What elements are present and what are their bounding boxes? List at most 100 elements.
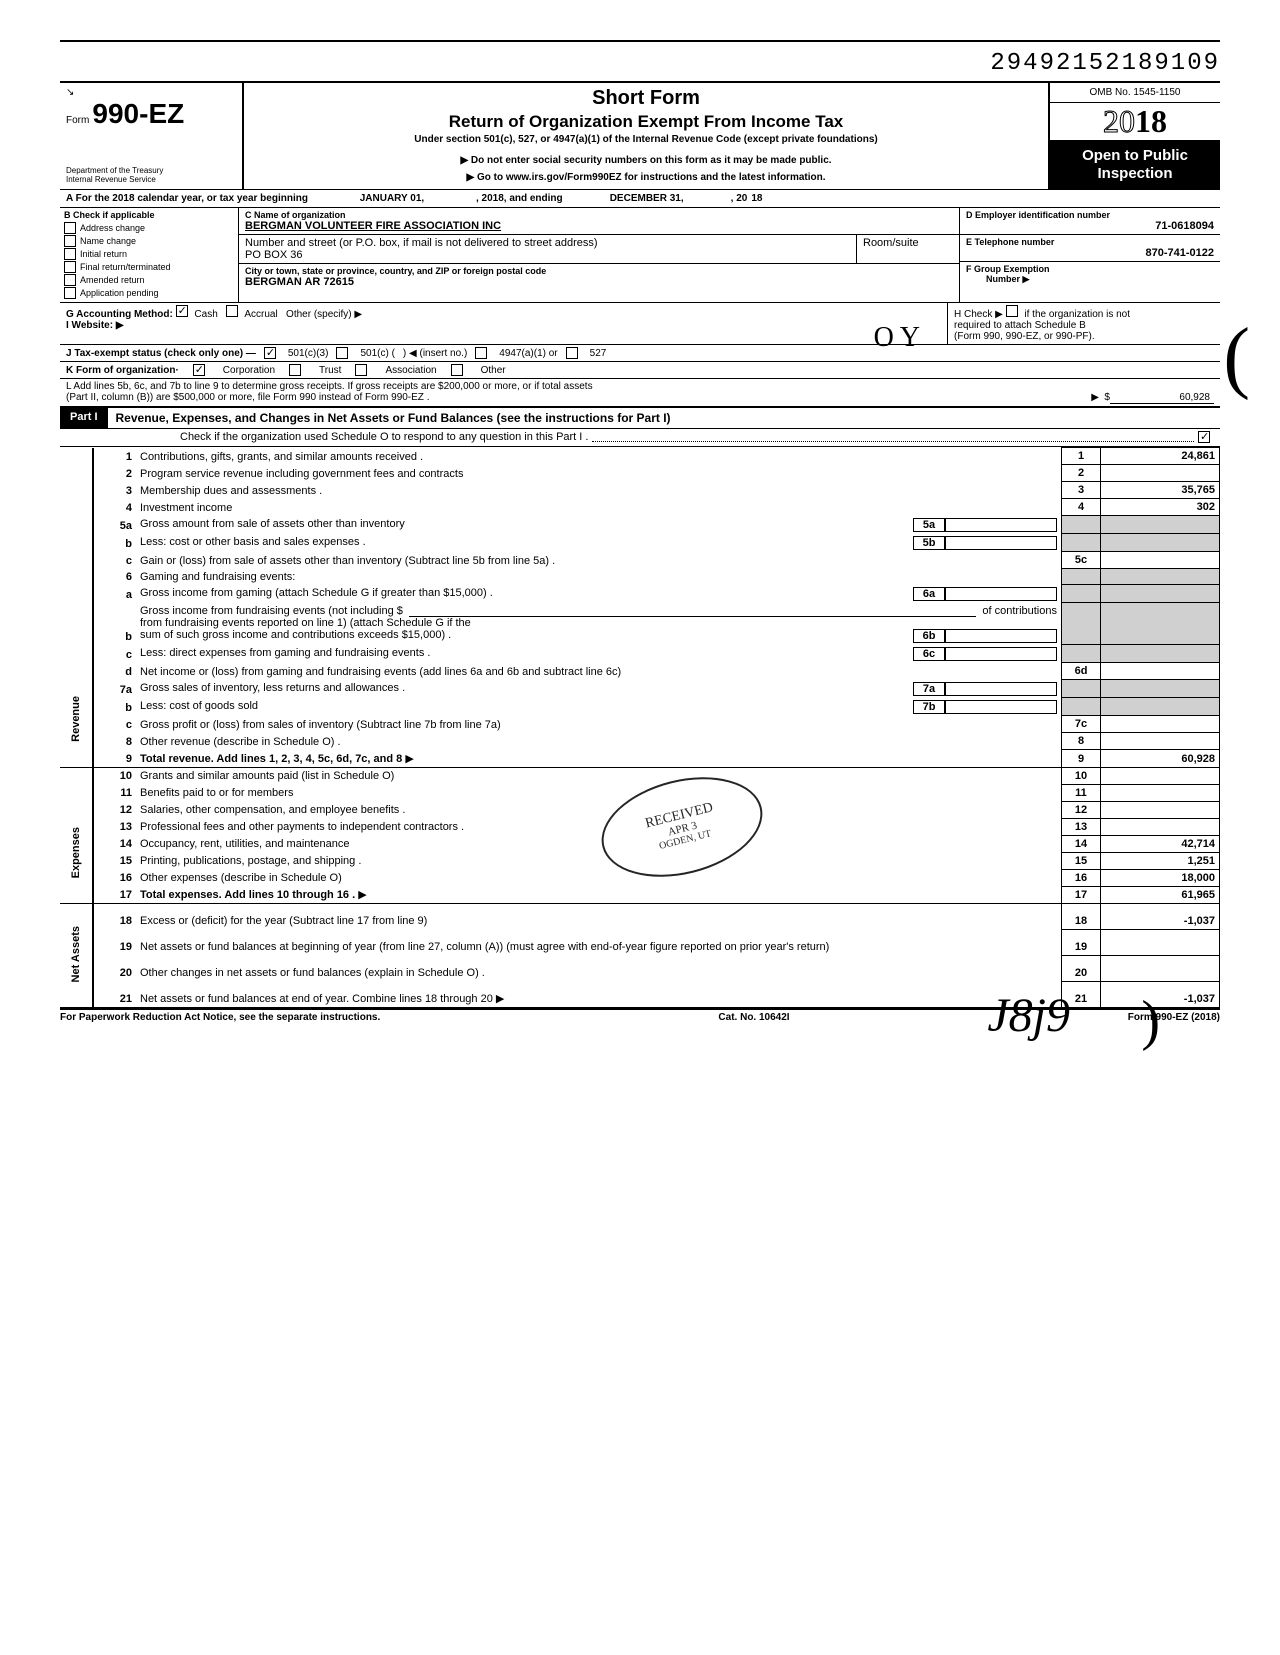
go-to-link: ▶ Go to www.irs.gov/Form990EZ for instru… [250, 172, 1042, 183]
line-9-value: 60,928 [1101, 750, 1220, 768]
chk-527[interactable] [566, 347, 578, 359]
ein-value: 71-0618094 [966, 220, 1214, 232]
chk-trust[interactable] [289, 364, 301, 376]
chk-amended-return[interactable]: Amended return [64, 274, 234, 286]
lines-table: Revenue 1 Contributions, gifts, grants, … [60, 447, 1220, 1009]
chk-cash[interactable] [176, 305, 188, 317]
col-b: B Check if applicable Address change Nam… [60, 208, 239, 302]
chk-association[interactable] [355, 364, 367, 376]
row-a: A For the 2018 calendar year, or tax yea… [60, 190, 1220, 208]
chk-h[interactable] [1006, 305, 1018, 317]
row-i: I Website: ▶ [66, 320, 941, 331]
open-line-2: Inspection [1054, 165, 1216, 183]
row-a-end: DECEMBER 31, [567, 193, 727, 204]
line-7c-value [1101, 716, 1220, 733]
phone-label: E Telephone number [966, 237, 1214, 247]
side-label-revenue: Revenue [60, 448, 93, 768]
chk-corporation[interactable] [193, 364, 205, 376]
arrow-indicator: ↘ [66, 87, 236, 98]
omb-number: OMB No. 1545-1150 [1050, 83, 1220, 103]
row-l: L Add lines 5b, 6c, and 7b to line 9 to … [60, 379, 1220, 408]
col-c: C Name of organization BERGMAN VOLUNTEER… [239, 208, 960, 302]
form-number: 990-EZ [92, 98, 184, 129]
phone-cell: E Telephone number 870-741-0122 [960, 235, 1220, 262]
row-l-text2: (Part II, column (B)) are $500,000 or mo… [66, 392, 429, 404]
line-12-value [1101, 801, 1220, 818]
line-13-value [1101, 818, 1220, 835]
ssn-warning: ▶ Do not enter social security numbers o… [250, 155, 1042, 166]
line-19-value [1101, 929, 1220, 955]
chk-name-change[interactable]: Name change [64, 235, 234, 247]
side-label-net-assets: Net Assets [60, 904, 93, 1009]
row-g: G Accounting Method: Cash Accrual Other … [66, 305, 941, 320]
row-h: H Check ▶ if the organization is not req… [947, 303, 1220, 344]
phone-value: 870-741-0122 [966, 247, 1214, 259]
form-page: 29492152189109 ↘ Form 990-EZ Department … [60, 40, 1220, 1023]
row-k: K Form of organization· Corporation Trus… [60, 362, 1220, 379]
line-18-value: -1,037 [1101, 904, 1220, 930]
row-a-yy: 18 [751, 193, 762, 204]
chk-501c[interactable] [336, 347, 348, 359]
dept-line-2: Internal Revenue Service [66, 176, 163, 185]
room-label: Room/suite [863, 237, 953, 249]
line-5c-value [1101, 552, 1220, 569]
paren-mark: ( [1223, 312, 1250, 403]
schedule-o-check-row: Check if the organization used Schedule … [60, 429, 1220, 447]
group-exemption-cell: F Group Exemption Number ▶ [960, 262, 1220, 287]
year-suffix: 18 [1135, 103, 1167, 139]
omb-cell: OMB No. 1545-1150 2018 Open to Public In… [1050, 83, 1220, 189]
line-14-value: 42,714 [1101, 835, 1220, 852]
ein-cell: D Employer identification number 71-0618… [960, 208, 1220, 235]
chk-accrual[interactable] [226, 305, 238, 317]
chk-4947[interactable] [475, 347, 487, 359]
gross-receipts-amount: 60,928 [1110, 392, 1214, 404]
row-a-mid: , 2018, and ending [476, 193, 563, 204]
line-4-value: 302 [1101, 499, 1220, 516]
group-exemption-number: Number ▶ [966, 274, 1214, 285]
title-cell: Short Form Return of Organization Exempt… [244, 83, 1050, 189]
section-line: Under section 501(c), 527, or 4947(a)(1)… [250, 134, 1042, 145]
short-form-label: Short Form [250, 87, 1042, 110]
ein-label: D Employer identification number [966, 210, 1214, 220]
row-a-prefix: A For the 2018 calendar year, or tax yea… [66, 193, 308, 204]
chk-other-org[interactable] [451, 364, 463, 376]
row-g-i: G Accounting Method: Cash Accrual Other … [60, 303, 1220, 345]
chk-initial-return[interactable]: Initial return [64, 248, 234, 260]
line-6d-value [1101, 663, 1220, 680]
line-2-value [1101, 465, 1220, 482]
org-name-value: BERGMAN VOLUNTEER FIRE ASSOCIATION INC [245, 220, 953, 232]
open-to-public: Open to Public Inspection [1050, 141, 1220, 189]
block-b-to-f: B Check if applicable Address change Nam… [60, 208, 1220, 303]
return-title: Return of Organization Exempt From Incom… [250, 112, 1042, 132]
part-1-header: Part I Revenue, Expenses, and Changes in… [60, 408, 1220, 429]
initials: ) [1141, 989, 1160, 1053]
city-cell: City or town, state or province, country… [239, 264, 959, 290]
chk-final-return[interactable]: Final return/terminated [64, 261, 234, 273]
row-a-begin: JANUARY 01, [312, 193, 472, 204]
col-b-header: B Check if applicable [64, 210, 234, 220]
chk-address-change[interactable]: Address change [64, 222, 234, 234]
department: Department of the Treasury Internal Reve… [66, 167, 163, 185]
handwriting-oy: O Y [874, 322, 920, 354]
side-label-expenses: Expenses [60, 767, 93, 904]
part-1-tag: Part I [60, 408, 108, 428]
chk-schedule-o[interactable] [1198, 431, 1210, 443]
row-a-tail: , 20 [731, 193, 748, 204]
open-line-1: Open to Public [1054, 147, 1216, 165]
line-1-value: 24,861 [1101, 448, 1220, 465]
line-16-value: 18,000 [1101, 869, 1220, 886]
col-de: D Employer identification number 71-0618… [960, 208, 1220, 302]
line-10-value [1101, 767, 1220, 784]
chk-application-pending[interactable]: Application pending [64, 287, 234, 299]
row-j: J Tax-exempt status (check only one) — 5… [60, 345, 1220, 362]
chk-501c3[interactable] [264, 347, 276, 359]
line-21-value: -1,037 [1101, 981, 1220, 1008]
group-exemption-label: F Group Exemption [966, 264, 1214, 274]
line-3-value: 35,765 [1101, 482, 1220, 499]
form-header: ↘ Form 990-EZ Department of the Treasury… [60, 81, 1220, 190]
footer-left: For Paperwork Reduction Act Notice, see … [60, 1012, 380, 1023]
year-prefix: 20 [1103, 103, 1135, 139]
part-1-title: Revenue, Expenses, and Changes in Net As… [108, 408, 1220, 428]
room-cell: Room/suite [857, 235, 959, 263]
street-label: Number and street (or P.O. box, if mail … [245, 237, 850, 249]
